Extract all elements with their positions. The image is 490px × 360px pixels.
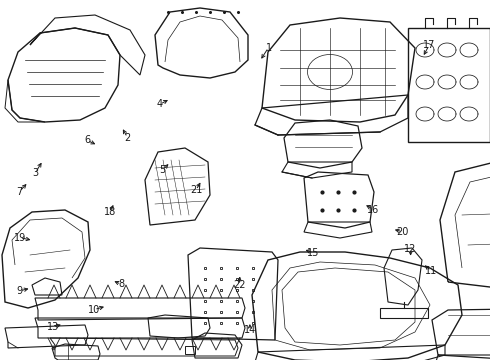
Text: 10: 10 xyxy=(88,305,100,315)
Text: 17: 17 xyxy=(423,40,436,50)
Text: 13: 13 xyxy=(47,322,59,332)
Text: 6: 6 xyxy=(84,135,90,145)
Text: 19: 19 xyxy=(14,233,26,243)
Text: 22: 22 xyxy=(233,280,245,290)
Text: 15: 15 xyxy=(307,248,320,258)
Text: 12: 12 xyxy=(404,244,417,254)
Text: 18: 18 xyxy=(104,207,116,217)
Text: 14: 14 xyxy=(244,325,256,336)
Text: 3: 3 xyxy=(32,168,38,178)
Text: 1: 1 xyxy=(266,42,271,53)
Text: 11: 11 xyxy=(425,266,438,276)
Text: 21: 21 xyxy=(190,185,202,195)
Text: 7: 7 xyxy=(17,186,23,197)
Text: 5: 5 xyxy=(160,165,166,175)
Text: 4: 4 xyxy=(157,99,163,109)
Text: 2: 2 xyxy=(124,132,130,143)
Text: 8: 8 xyxy=(119,279,124,289)
Text: 9: 9 xyxy=(17,286,23,296)
Text: 20: 20 xyxy=(396,227,409,237)
Text: 16: 16 xyxy=(368,204,379,215)
